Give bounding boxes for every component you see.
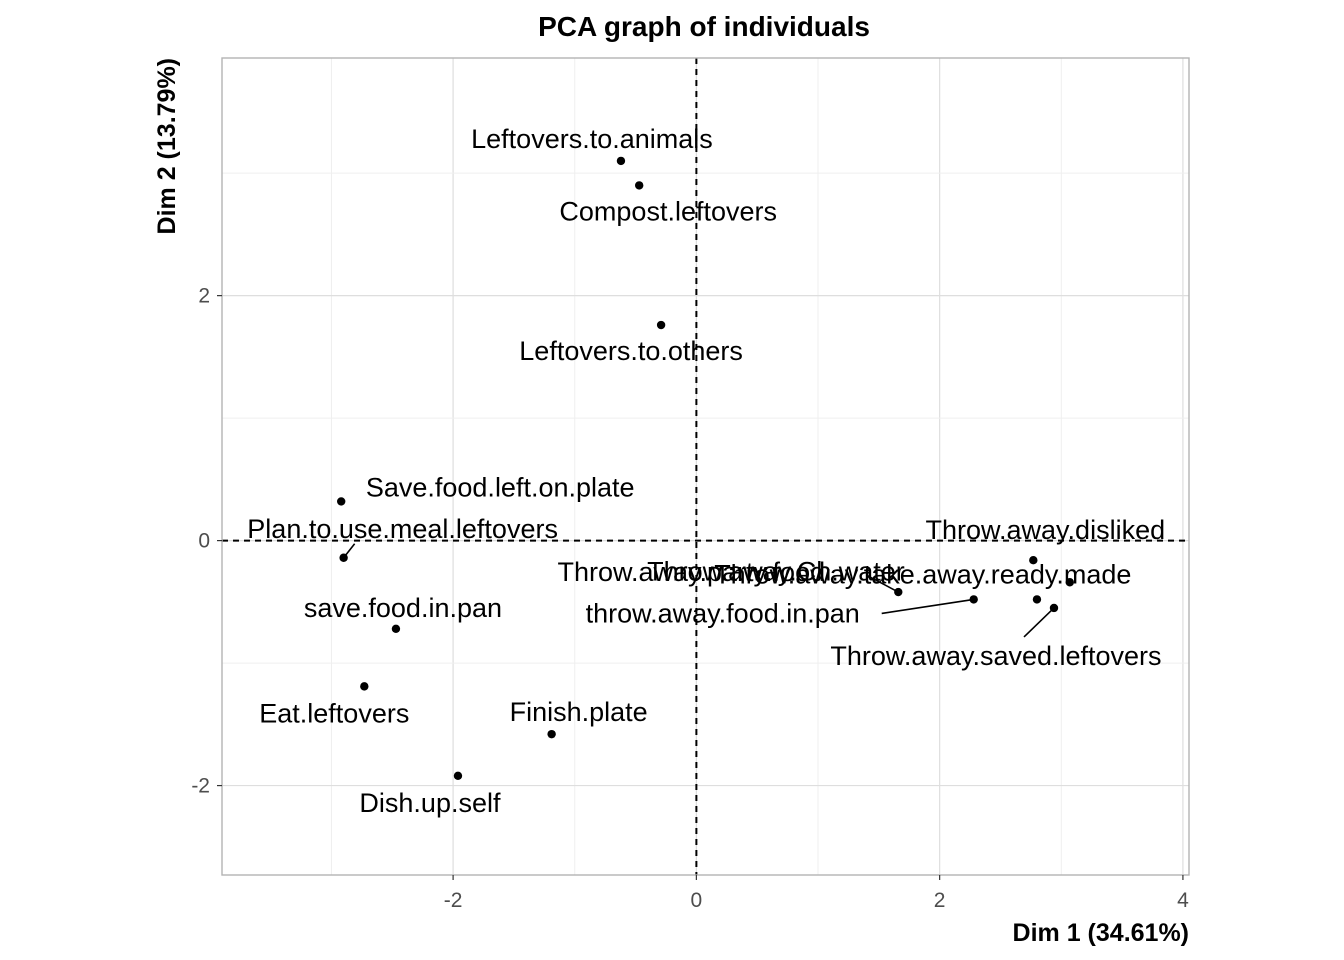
data-point — [656, 320, 666, 330]
point-label: Leftovers.to.animals — [471, 124, 713, 154]
x-axis-ticks: -2 0 2 4 — [444, 875, 1189, 912]
point-label: Throw.away.party.food — [557, 557, 825, 587]
label-connectors — [343, 543, 1055, 638]
x-tick-label: 0 — [691, 889, 703, 912]
data-point — [616, 156, 626, 166]
point-label: Save.food.left.on.plate — [366, 472, 635, 502]
data-point — [337, 497, 346, 506]
point-label: Leftovers.to.others — [519, 336, 743, 366]
y-tick-label: 2 — [198, 285, 210, 308]
point-label: Compost.leftovers — [559, 196, 777, 226]
data-point — [1065, 578, 1074, 587]
y-tick-label: -2 — [191, 775, 210, 798]
data-point — [1049, 603, 1059, 613]
point-label: Throw.away.saved.leftovers — [830, 641, 1161, 671]
point-label: save.food.in.pan — [304, 593, 502, 623]
point-label: Throw.away.take.away.ready.made — [714, 559, 1131, 589]
data-point — [339, 553, 348, 562]
data-point — [1029, 556, 1038, 565]
x-axis-title: Dim 1 (34.61%) — [1013, 919, 1189, 947]
x-tick-label: -2 — [444, 889, 463, 912]
data-point — [1032, 595, 1042, 604]
point-label: Throw.away.disliked — [926, 515, 1166, 545]
point-labels: Leftovers.to.animals Compost.leftovers Lef… — [247, 124, 1165, 818]
y-axis-title: Dim 2 (13.79%) — [153, 58, 181, 234]
point-label: Dish.up.self — [359, 788, 501, 818]
label-connector-line — [881, 598, 974, 615]
y-axis-ticks: -2 0 2 — [191, 285, 222, 798]
x-tick-label: 4 — [1177, 889, 1189, 912]
point-label: Plan.to.use.meal.leftovers — [247, 514, 558, 544]
reference-lines — [222, 58, 1189, 875]
point-label: Finish.plate — [510, 697, 648, 727]
label-connector-line — [1023, 607, 1055, 638]
data-point — [360, 682, 369, 691]
point-label: throw.away.food.in.pan — [586, 598, 860, 628]
data-point — [391, 624, 401, 633]
y-tick-label: 0 — [198, 530, 210, 553]
chart-title: PCA graph of individuals — [538, 11, 870, 42]
point-label: Throw.away.Ch.water — [647, 556, 905, 586]
data-point — [453, 771, 463, 780]
data-points — [337, 156, 1074, 780]
x-tick-label: 2 — [934, 889, 946, 912]
label-connector-line — [865, 574, 899, 593]
data-point — [635, 181, 644, 190]
panel-border-rect — [221, 57, 1190, 876]
grid — [222, 58, 1189, 875]
data-point — [894, 587, 903, 597]
panel-border — [221, 57, 1190, 876]
data-point — [547, 729, 556, 739]
data-point — [969, 595, 978, 604]
point-label: Eat.leftovers — [259, 698, 409, 728]
